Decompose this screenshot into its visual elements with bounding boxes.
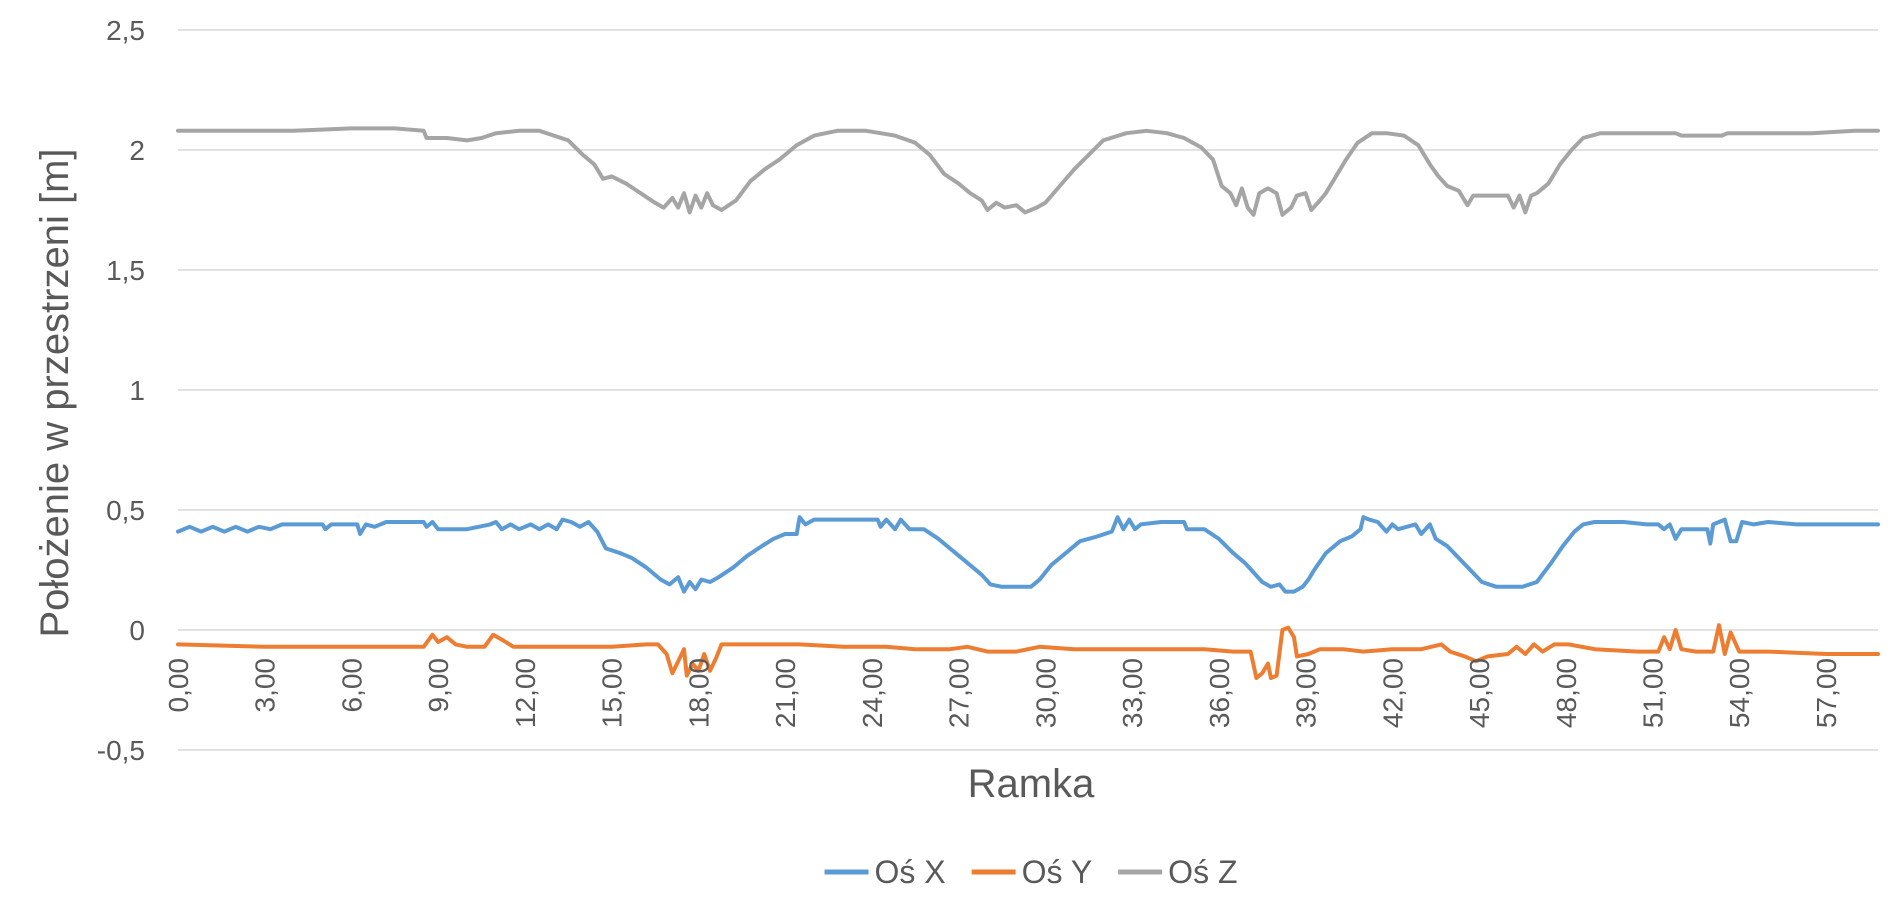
legend: Oś X Oś Y Oś Z [824,854,1238,890]
x-tick-label: 15,00 [597,658,628,728]
x-tick-label: 18,00 [683,658,714,728]
x-tick-label: 21,00 [770,658,801,728]
x-axis-ticks: 0,00 3,00 6,00 9,00 12,00 15,00 18,00 21,00 24,0… [163,658,1842,728]
x-tick-label: 12,00 [510,658,541,728]
legend-label: Oś Z [1168,854,1237,890]
y-tick-label: 1 [129,375,145,406]
y-tick-label: -0,5 [97,735,145,766]
legend-label: Oś X [875,854,946,890]
x-tick-label: 45,00 [1464,658,1495,728]
y-tick-label: 2 [129,135,145,166]
series-line-3 [176,126,1880,217]
y-axis-ticks: -0,5 0 0,5 1 1,5 2 2,5 [97,15,145,766]
x-tick-label: 33,00 [1117,658,1148,728]
series-line-1 [176,515,1880,594]
x-tick-label: 6,00 [336,658,367,713]
y-tick-label: 2,5 [106,15,145,46]
x-tick-label: 48,00 [1551,658,1582,728]
x-tick-label: 57,00 [1811,658,1842,728]
x-axis-label: Ramka [968,762,1095,806]
y-axis-label: Położenie w przestrzeni [m] [33,148,77,637]
x-tick-label: 54,00 [1724,658,1755,728]
x-tick-label: 39,00 [1291,658,1322,728]
y-tick-label: 0 [129,615,145,646]
series-lines [176,126,1880,680]
x-tick-label: 30,00 [1030,658,1061,728]
x-tick-label: 51,00 [1637,658,1668,728]
x-tick-label: 9,00 [423,658,454,713]
x-tick-label: 27,00 [944,658,975,728]
x-tick-label: 0,00 [163,658,194,713]
y-tick-label: 0,5 [106,495,145,526]
gridlines [178,29,1878,751]
x-tick-label: 3,00 [250,658,281,713]
legend-label: Oś Y [1022,854,1093,890]
y-tick-label: 1,5 [106,255,145,286]
series-line-2 [176,623,1880,680]
x-tick-label: 42,00 [1377,658,1408,728]
x-tick-label: 36,00 [1204,658,1235,728]
x-tick-label: 24,00 [857,658,888,728]
